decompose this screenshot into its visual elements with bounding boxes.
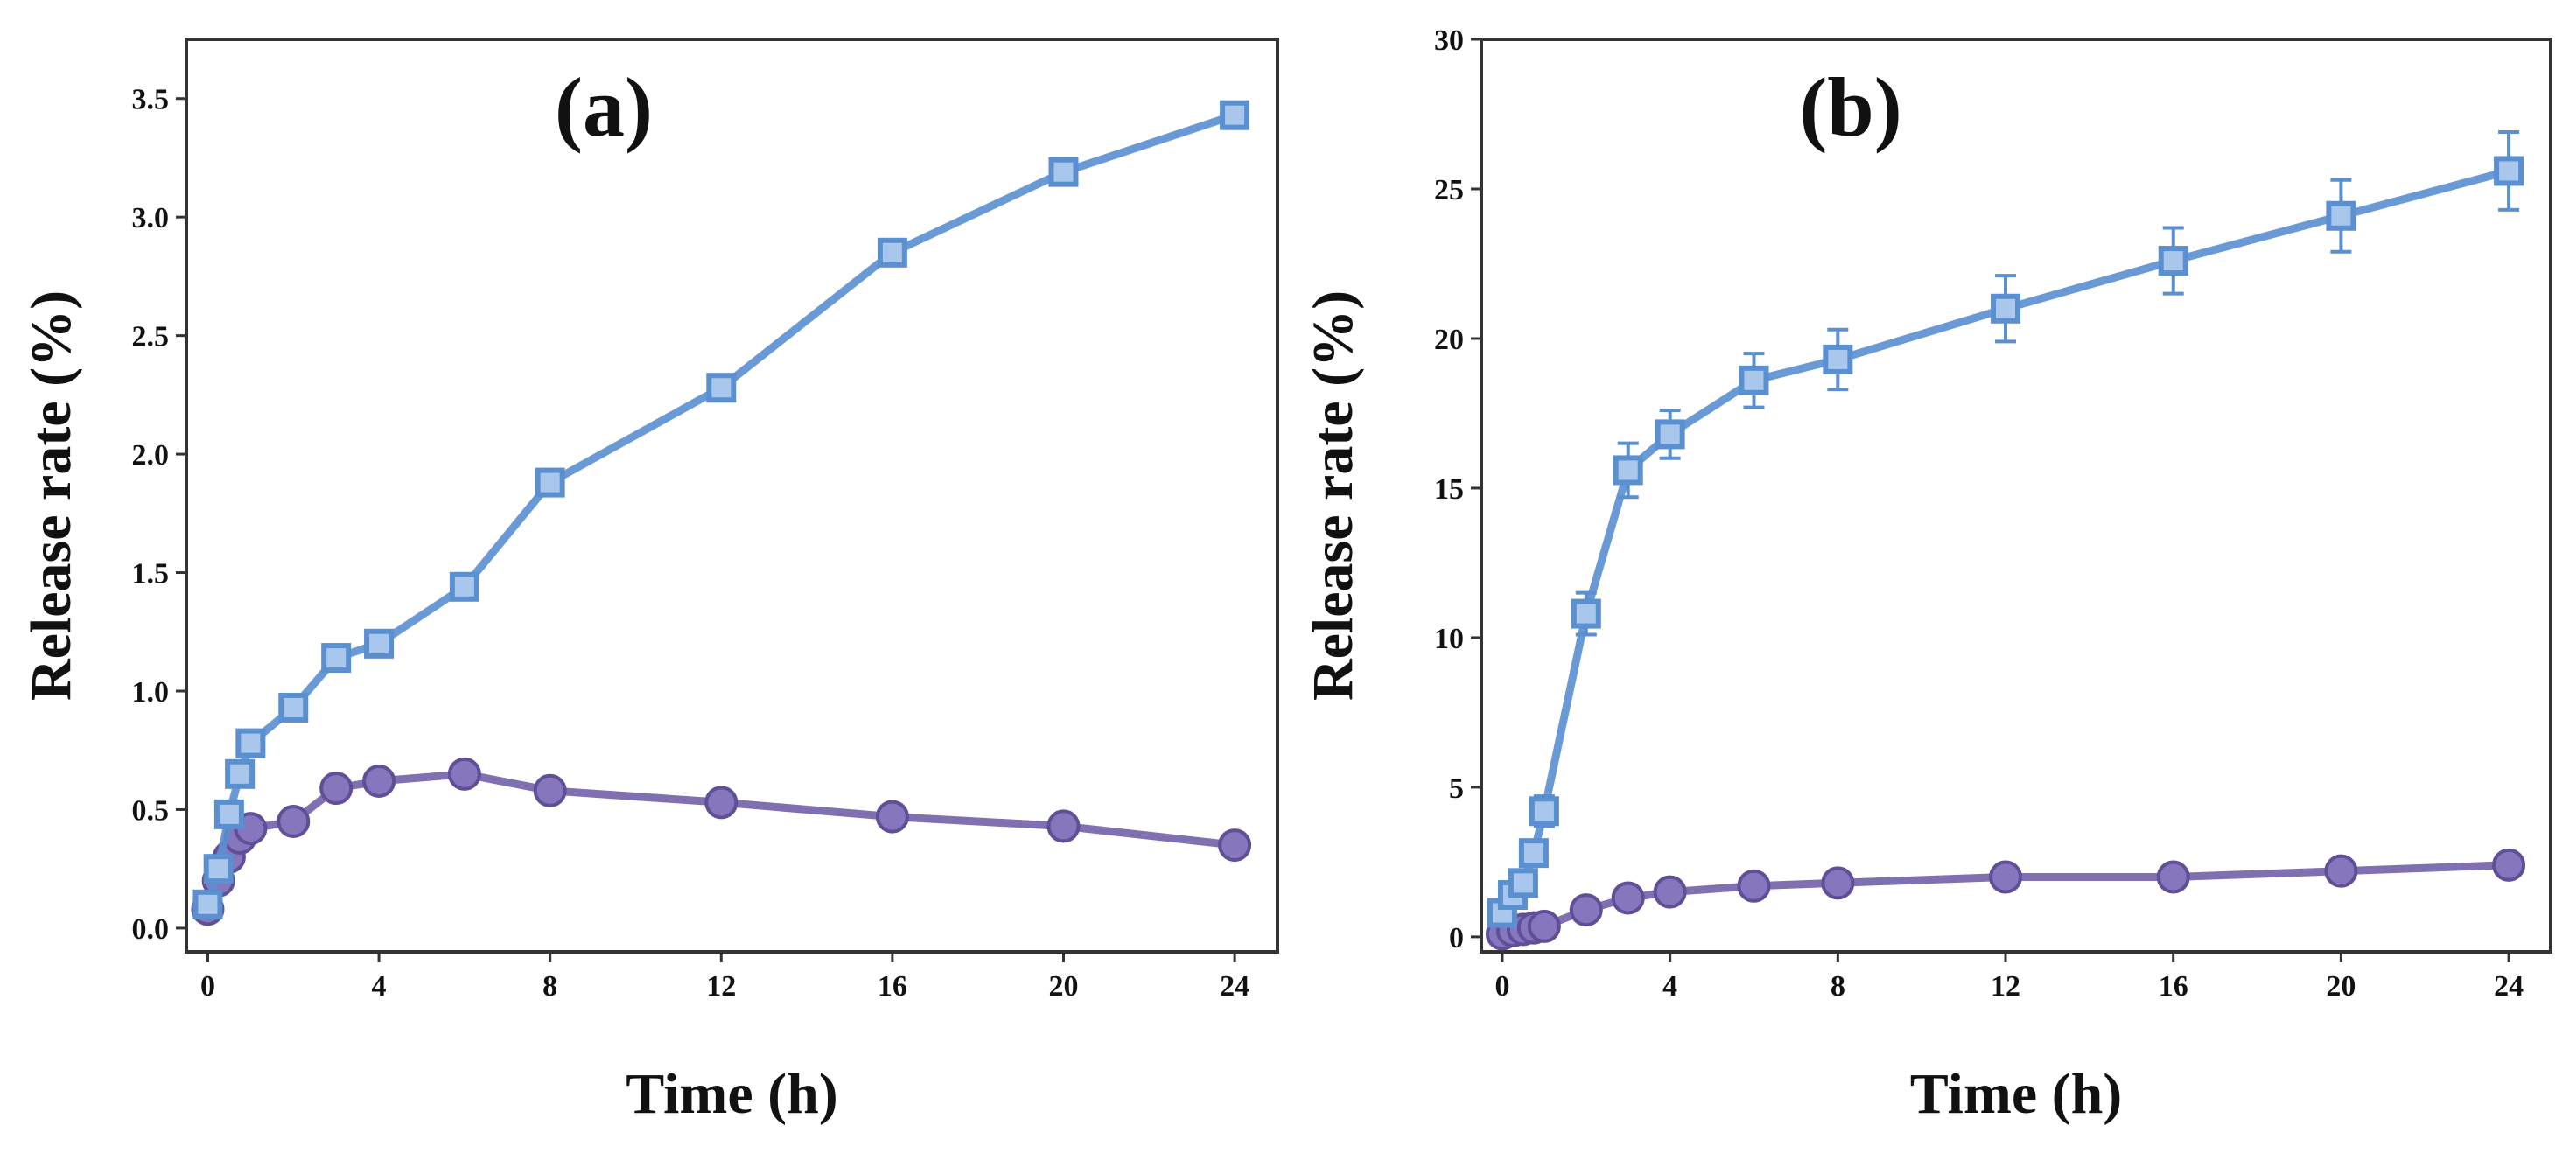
- x-tick-label: 0: [200, 970, 215, 1003]
- panel-label: (a): [555, 60, 653, 154]
- y-axis-label: Release rate (%): [1301, 290, 1365, 701]
- data-point-square: [1613, 455, 1643, 486]
- data-point-square: [1508, 868, 1538, 898]
- data-point-square: [1823, 344, 1853, 374]
- y-tick-label: 0.0: [132, 913, 170, 946]
- data-point-circle: [533, 773, 567, 807]
- data-point-square: [1655, 419, 1685, 450]
- data-point-square: [278, 692, 309, 723]
- data-point-square: [1048, 157, 1079, 187]
- data-point-square: [2494, 156, 2524, 186]
- data-point-circle: [447, 757, 481, 791]
- data-point-circle: [875, 800, 909, 834]
- panel-label: (b): [1799, 60, 1901, 154]
- y-tick-label: 2.0: [132, 439, 170, 472]
- data-point-circle: [1046, 809, 1081, 843]
- data-point-circle: [362, 764, 396, 798]
- y-tick-label: 3.5: [132, 84, 170, 116]
- y-tick-label: 20: [1434, 324, 1464, 356]
- y-tick-label: 25: [1434, 174, 1464, 206]
- panel-a-chart: 0 4 8 12 16 20 24 0.0 0.5 1.0 1.5 2.0 2.5 3.0 3.5 Time …: [19, 38, 1279, 1126]
- data-point-square: [1529, 796, 1559, 827]
- x-tick-label: 8: [542, 970, 557, 1003]
- data-point-circle: [319, 772, 354, 806]
- data-point-square: [449, 571, 480, 602]
- data-point-circle: [1737, 869, 1771, 903]
- x-axis-label: Time (h): [1910, 1062, 2123, 1126]
- y-tick-label: 15: [1434, 473, 1464, 506]
- data-point-square: [364, 628, 395, 659]
- data-point-circle: [1218, 828, 1252, 863]
- x-tick-label: 0: [1494, 970, 1509, 1003]
- data-point-square: [706, 373, 737, 403]
- data-point-circle: [1569, 893, 1603, 927]
- data-point-circle: [704, 786, 738, 820]
- y-tick-label: 2.5: [132, 321, 170, 353]
- data-point-square: [2158, 246, 2188, 276]
- panel-b-chart: 0 4 8 12 16 20 24 0 5 10 15 20 25 30 Time (h) Release r…: [1301, 24, 2552, 1126]
- x-tick-label: 4: [1662, 970, 1677, 1003]
- plot-frame: [185, 38, 1279, 954]
- data-point-square: [1571, 598, 1601, 629]
- x-tick-label: 12: [706, 970, 736, 1003]
- y-axis-label: Release rate (%): [19, 290, 83, 701]
- data-point-circle: [2492, 848, 2526, 882]
- x-tick-label: 24: [2494, 970, 2524, 1003]
- data-point-square: [192, 889, 223, 919]
- x-tick-label: 20: [1048, 970, 1078, 1003]
- y-tick-label: 0: [1449, 922, 1464, 954]
- x-tick-label: 4: [372, 970, 387, 1003]
- y-tick-label: 10: [1434, 623, 1464, 655]
- x-tick-label: 16: [878, 970, 907, 1003]
- x-axis-label: Time (h): [626, 1062, 838, 1126]
- data-point-square: [1991, 293, 2021, 324]
- data-point-square: [214, 799, 244, 829]
- data-point-square: [535, 467, 565, 498]
- x-tick-label: 16: [2159, 970, 2188, 1003]
- data-point-square: [1518, 838, 1549, 869]
- y-tick-label: 1.0: [132, 676, 170, 709]
- data-point-circle: [1527, 909, 1561, 943]
- data-point-square: [321, 643, 352, 674]
- data-point-square: [203, 854, 234, 884]
- data-point-square: [2326, 200, 2356, 231]
- data-point-square: [1739, 365, 1769, 395]
- data-point-circle: [1989, 860, 2023, 894]
- data-point-square: [877, 237, 907, 268]
- data-point-circle: [1611, 881, 1645, 915]
- y-tick-label: 0.5: [132, 794, 170, 827]
- y-tick-label: 1.5: [132, 558, 170, 590]
- y-tick-label: 3.0: [132, 202, 170, 234]
- plot-frame: [1480, 38, 2552, 954]
- data-point-circle: [2156, 860, 2190, 894]
- x-tick-label: 12: [1991, 970, 2020, 1003]
- data-point-circle: [1821, 866, 1855, 900]
- x-tick-label: 8: [1830, 970, 1845, 1003]
- x-tick-label: 20: [2326, 970, 2356, 1003]
- data-point-circle: [1653, 875, 1687, 909]
- data-point-circle: [2324, 854, 2358, 888]
- y-tick-label: 30: [1434, 24, 1464, 57]
- x-tick-label: 24: [1220, 970, 1250, 1003]
- data-point-square: [225, 758, 256, 789]
- data-point-square: [235, 728, 266, 758]
- y-tick-label: 5: [1449, 772, 1464, 805]
- data-point-square: [1220, 100, 1250, 130]
- data-point-circle: [276, 805, 311, 838]
